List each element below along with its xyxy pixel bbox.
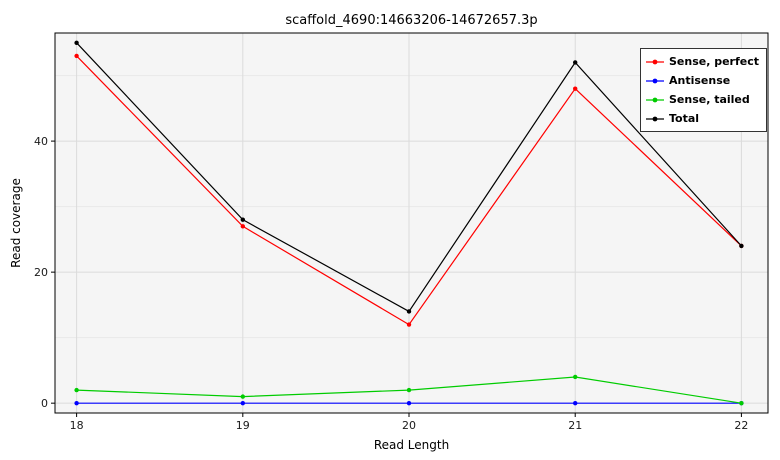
legend-item-sense-perfect: Sense, perfect: [645, 52, 759, 71]
data-point-antisense: [573, 400, 578, 406]
legend-item-total: Total: [645, 109, 759, 128]
data-point-antisense: [240, 400, 246, 406]
data-point-total: [739, 243, 744, 249]
data-point-sense-perfect: [74, 53, 79, 59]
legend-label: Sense, perfect: [668, 55, 759, 68]
y-tick-label: 20: [34, 266, 48, 279]
legend-marker-icon: [645, 59, 664, 64]
data-point-sense-perfect: [573, 86, 578, 91]
legend-marker-icon: [645, 97, 664, 102]
y-tick-label: 0: [41, 397, 48, 410]
x-tick-label: 22: [734, 419, 748, 432]
chart-title: scaffold_4690:14663206-14672657.3p: [285, 13, 538, 28]
legend-item-antisense: Antisense: [645, 71, 759, 90]
data-point-sense-perfect: [406, 322, 412, 327]
legend-marker-icon: [645, 116, 664, 121]
data-point-total: [240, 217, 246, 222]
y-tick-label: 40: [34, 135, 48, 148]
x-tick-label: 21: [568, 419, 582, 432]
x-tick-label: 19: [236, 419, 250, 432]
x-tick-label: 18: [70, 419, 84, 432]
data-point-sense-tailed: [240, 394, 246, 399]
legend-item-sense-tailed: Sense, tailed: [645, 90, 759, 109]
legend-label: Antisense: [668, 74, 731, 87]
panel-border: [54, 32, 769, 414]
data-point-sense-tailed: [74, 387, 79, 393]
legend-marker-icon: [645, 78, 664, 83]
data-point-total: [74, 40, 79, 46]
x-axis-label: Read Length: [373, 438, 450, 452]
data-point-sense-perfect: [240, 224, 246, 229]
data-point-sense-tailed: [739, 400, 744, 406]
legend-label: Sense, tailed: [668, 93, 750, 106]
data-point-antisense: [406, 400, 412, 406]
legend: Sense, perfect Antisense Sense, tailed Tota…: [639, 48, 767, 132]
data-point-total: [406, 309, 412, 314]
data-point-total: [573, 60, 578, 65]
x-tick-label: 20: [402, 419, 416, 432]
data-point-sense-tailed: [406, 387, 412, 393]
data-point-antisense: [74, 400, 79, 406]
legend-label: Total: [668, 112, 700, 125]
data-point-sense-tailed: [573, 374, 578, 380]
